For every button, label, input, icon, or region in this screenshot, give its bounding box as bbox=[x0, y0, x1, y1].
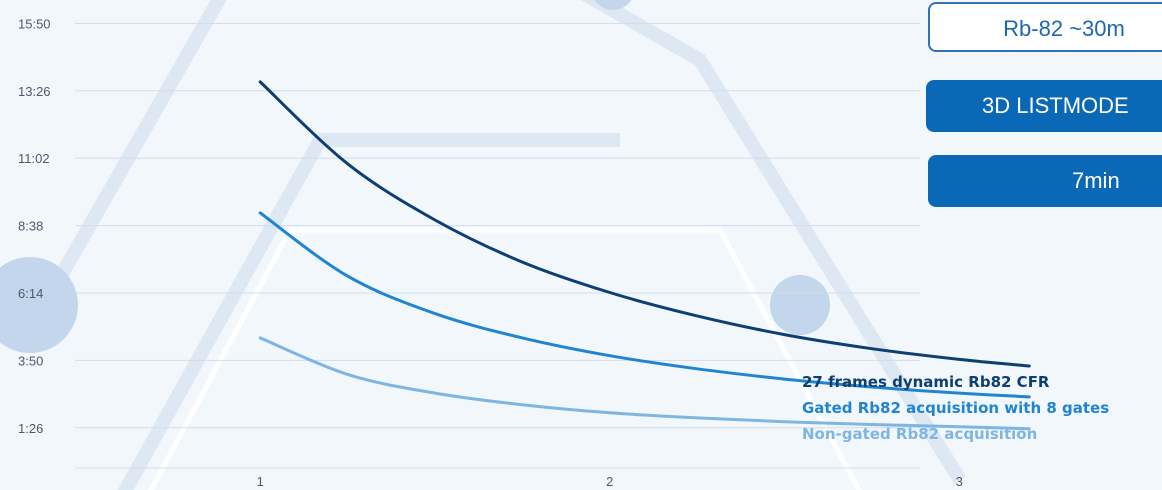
y-tick-label: 6:14 bbox=[18, 286, 43, 301]
y-axis-ticks: 1:26 3:50 6:14 8:38 11:02 13:26 15:50 bbox=[18, 16, 51, 435]
acquisition-time-badge: 7min bbox=[928, 155, 1162, 207]
y-tick-label: 13:26 bbox=[18, 84, 51, 99]
series-line-2 bbox=[258, 211, 1031, 399]
series-labels: 27 frames dynamic Rb82 CFR Gated Rb82 acq… bbox=[802, 373, 1109, 443]
y-tick-label: 1:26 bbox=[18, 421, 43, 436]
x-tick-label: 1 bbox=[257, 474, 264, 489]
x-axis-ticks: 1 2 3 bbox=[257, 474, 963, 489]
acquisition-mode-badge: 3D LISTMODE bbox=[926, 80, 1162, 132]
series-line-1 bbox=[258, 80, 1031, 368]
series-lines bbox=[258, 80, 1031, 431]
x-tick-label: 3 bbox=[956, 474, 963, 489]
y-tick-label: 11:02 bbox=[18, 151, 50, 166]
y-tick-label: 8:38 bbox=[18, 219, 43, 234]
x-tick-label: 2 bbox=[606, 474, 613, 489]
grid-lines bbox=[75, 22, 920, 469]
isotope-badge: Rb-82 ~30m bbox=[928, 2, 1162, 52]
series-label-2: Gated Rb82 acquisition with 8 gates bbox=[802, 399, 1109, 417]
series-line-3 bbox=[258, 336, 1031, 431]
series-label-1: 27 frames dynamic Rb82 CFR bbox=[802, 373, 1050, 391]
series-label-3: Non-gated Rb82 acquisition bbox=[802, 425, 1037, 443]
y-tick-label: 3:50 bbox=[18, 353, 43, 368]
y-tick-label: 15:50 bbox=[18, 16, 51, 31]
